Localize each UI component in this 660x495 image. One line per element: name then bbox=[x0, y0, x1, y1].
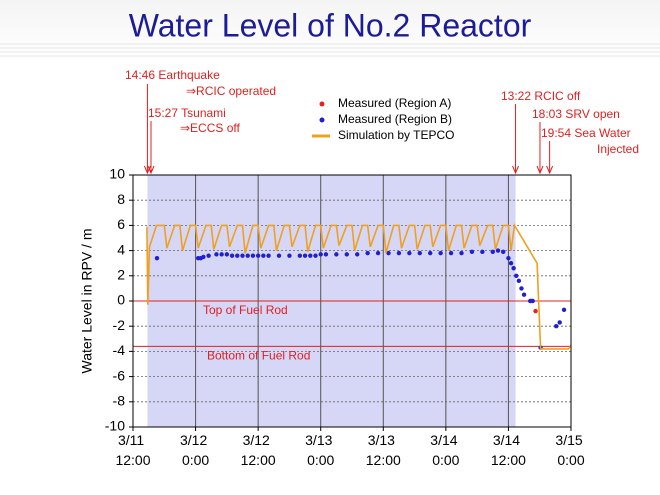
measured-point bbox=[323, 252, 329, 257]
measured-point bbox=[469, 249, 475, 255]
annotation-text: 18:03 SRV open bbox=[532, 107, 620, 121]
measured-point bbox=[554, 324, 559, 329]
x-tick-label: 3/14 12:00 bbox=[491, 432, 526, 468]
measured-point bbox=[557, 320, 562, 325]
y-tick-label: -8 bbox=[113, 393, 126, 409]
measured-point bbox=[154, 255, 160, 261]
measured-point bbox=[459, 250, 464, 256]
annotation-arrowhead bbox=[536, 165, 544, 175]
y-tick-label: -4 bbox=[113, 342, 126, 358]
header-lines bbox=[0, 43, 660, 57]
annotation-arrowhead bbox=[546, 165, 554, 175]
x-tick-label: 3/11 12:00 bbox=[115, 432, 150, 468]
y-tick-label: 2 bbox=[117, 267, 125, 283]
y-tick-label: 0 bbox=[117, 292, 125, 308]
measured-point bbox=[302, 253, 308, 258]
measured-point bbox=[235, 253, 240, 258]
measured-point bbox=[261, 253, 266, 258]
measured-point bbox=[407, 250, 412, 256]
measured-point bbox=[276, 253, 282, 258]
measured-point bbox=[516, 278, 522, 284]
y-axis-label: Water Level in RPV / m bbox=[79, 229, 95, 374]
x-tick-label: 3/12 12:00 bbox=[241, 432, 276, 468]
measured-point bbox=[355, 252, 360, 257]
measured-point bbox=[519, 286, 524, 291]
measured-point bbox=[313, 253, 318, 258]
chart-title: Water Level of No.2 Reactor bbox=[129, 7, 532, 43]
legend-swatch bbox=[319, 117, 325, 123]
legend-swatch bbox=[319, 101, 325, 107]
measured-point bbox=[501, 249, 506, 255]
annotation-arrowhead bbox=[147, 165, 155, 175]
measured-point bbox=[245, 253, 250, 258]
measured-point bbox=[480, 249, 485, 255]
x-tick-label: 3/15 0:00 bbox=[555, 432, 586, 468]
annotation-text: 13:22 RCIC off bbox=[501, 89, 581, 103]
y-tick-label: 8 bbox=[117, 191, 125, 207]
measured-point bbox=[365, 250, 370, 256]
measured-point bbox=[508, 261, 514, 266]
y-tick-label: -6 bbox=[113, 367, 126, 383]
annotation-text: ⇒ECCS off bbox=[180, 121, 241, 135]
measured-point bbox=[521, 292, 527, 297]
y-tick-label: 6 bbox=[117, 216, 125, 232]
measured-point bbox=[514, 273, 519, 278]
measured-point bbox=[495, 248, 501, 253]
measured-point bbox=[533, 308, 538, 314]
measured-point bbox=[308, 253, 313, 258]
measured-point bbox=[214, 252, 219, 257]
x-tick-label: 3/13 0:00 bbox=[305, 432, 336, 468]
measured-point bbox=[287, 253, 292, 258]
y-tick-label: -2 bbox=[113, 317, 126, 333]
measured-point bbox=[561, 307, 567, 313]
measured-point bbox=[506, 255, 511, 261]
measured-point bbox=[438, 250, 443, 256]
annotation-text: 15:27 Tsunami bbox=[148, 106, 226, 120]
measured-point bbox=[511, 266, 516, 271]
measured-point bbox=[250, 253, 256, 258]
x-tick-label: 3/12 0:00 bbox=[180, 432, 211, 468]
y-tick-label: 10 bbox=[109, 166, 125, 182]
y-tick-label: -10 bbox=[105, 418, 125, 434]
measured-point bbox=[240, 253, 245, 258]
measured-point bbox=[396, 250, 402, 256]
measured-point bbox=[334, 252, 339, 257]
annotation-text: ⇒RCIC operated bbox=[186, 84, 276, 98]
legend-label: Measured (Region B) bbox=[338, 112, 452, 126]
annotation-text: Injected bbox=[597, 142, 639, 156]
measured-point bbox=[219, 252, 224, 257]
measured-point bbox=[206, 253, 211, 258]
measured-point bbox=[490, 249, 495, 255]
plot-frame bbox=[132, 174, 572, 428]
measured-point bbox=[224, 252, 230, 257]
measured-point bbox=[255, 253, 261, 258]
measured-point bbox=[229, 253, 235, 258]
annotation-arrowhead bbox=[512, 165, 520, 175]
measured-point bbox=[386, 250, 391, 256]
x-tick-label: 3/13 12:00 bbox=[366, 432, 401, 468]
measured-point bbox=[344, 252, 349, 257]
y-tick-label: 4 bbox=[117, 241, 125, 257]
measured-point bbox=[266, 253, 271, 258]
reference-label: Top of Fuel Rod bbox=[203, 303, 288, 317]
measured-point bbox=[201, 254, 206, 260]
measured-point bbox=[318, 252, 323, 257]
legend-label: Simulation by TEPCO bbox=[338, 128, 455, 142]
reference-label: Bottom of Fuel Rod bbox=[207, 349, 310, 363]
annotation-text: 14:46 Earthquake bbox=[125, 68, 220, 82]
measured-point bbox=[448, 250, 454, 256]
measured-point bbox=[530, 298, 535, 304]
legend-label: Measured (Region A) bbox=[338, 96, 451, 110]
measured-point bbox=[428, 250, 433, 256]
simulation-line bbox=[146, 223, 572, 350]
x-tick-label: 3/14 0:00 bbox=[430, 432, 461, 468]
annotation-text: 19:54 Sea Water bbox=[541, 126, 631, 140]
measured-point bbox=[417, 250, 422, 256]
measured-point bbox=[297, 253, 303, 258]
header-band bbox=[0, 0, 660, 60]
measured-point bbox=[375, 250, 381, 256]
